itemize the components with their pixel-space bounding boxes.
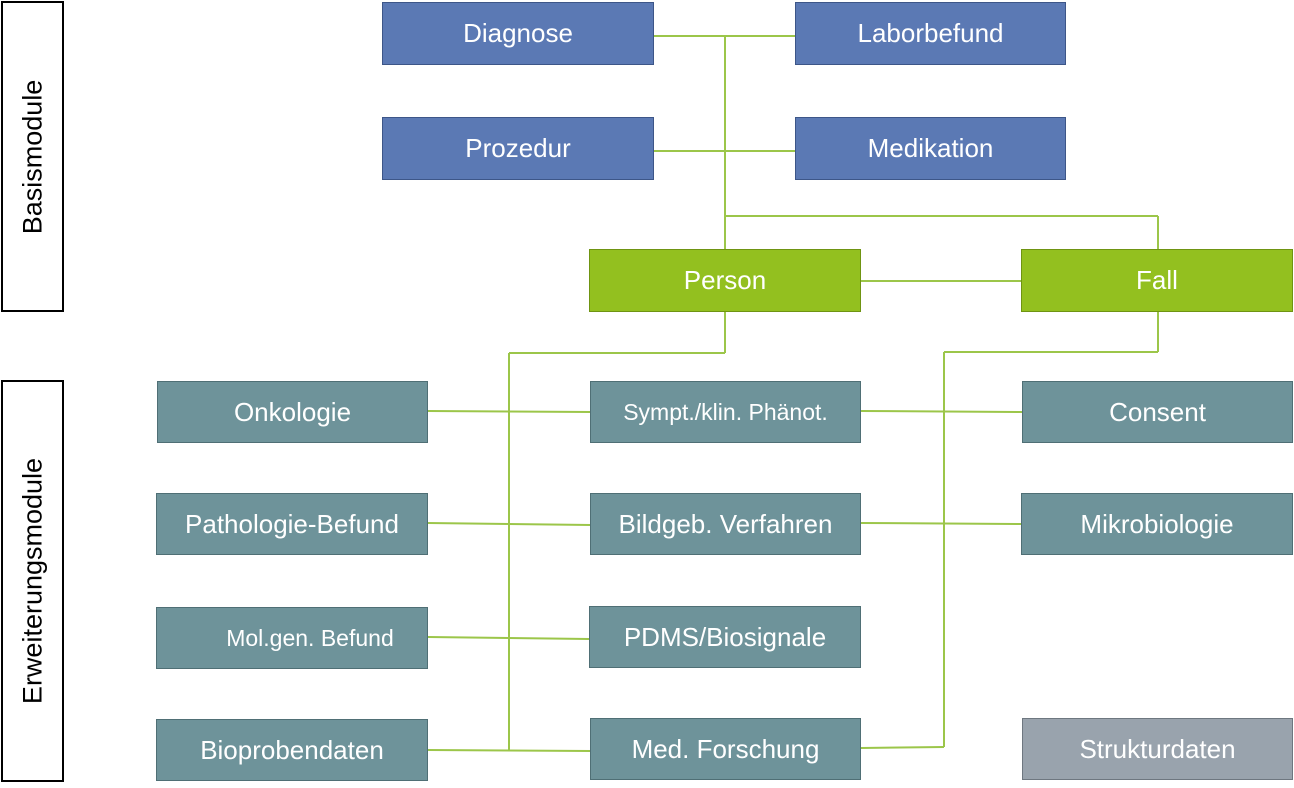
- bioprobendaten-box: Bioprobendaten: [156, 719, 428, 781]
- pdms-biosignale-box: PDMS/Biosignale: [589, 606, 861, 668]
- pathologie-befund-box: Pathologie-Befund: [156, 493, 428, 555]
- basismodule-side-label: Basismodule: [1, 1, 64, 312]
- erweiterungsmodule-side-label: Erweiterungsmodule: [1, 380, 64, 782]
- basismodule-label-text: Basismodule: [17, 79, 47, 234]
- mikrobiologie-box: Mikrobiologie: [1021, 493, 1293, 555]
- fall-box: Fall: [1021, 249, 1293, 312]
- bildgeb-verfahren-box: Bildgeb. Verfahren: [590, 493, 861, 555]
- medikation-box: Medikation: [795, 117, 1066, 180]
- mol-gen-befund-box: Mol.gen. Befund: [156, 607, 428, 669]
- laborbefund-box: Laborbefund: [795, 2, 1066, 65]
- prozedur-box: Prozedur: [382, 117, 654, 180]
- erweiterungsmodule-label-text: Erweiterungsmodule: [17, 457, 47, 705]
- diagnose-box: Diagnose: [382, 2, 654, 65]
- onkologie-box: Onkologie: [157, 381, 428, 443]
- sympt-klin-phaenot-box: Sympt./klin. Phänot.: [590, 381, 861, 443]
- consent-box: Consent: [1022, 381, 1293, 443]
- strukturdaten-box: Strukturdaten: [1022, 718, 1293, 780]
- med-forschung-box: Med. Forschung: [590, 718, 861, 780]
- person-box: Person: [589, 249, 861, 312]
